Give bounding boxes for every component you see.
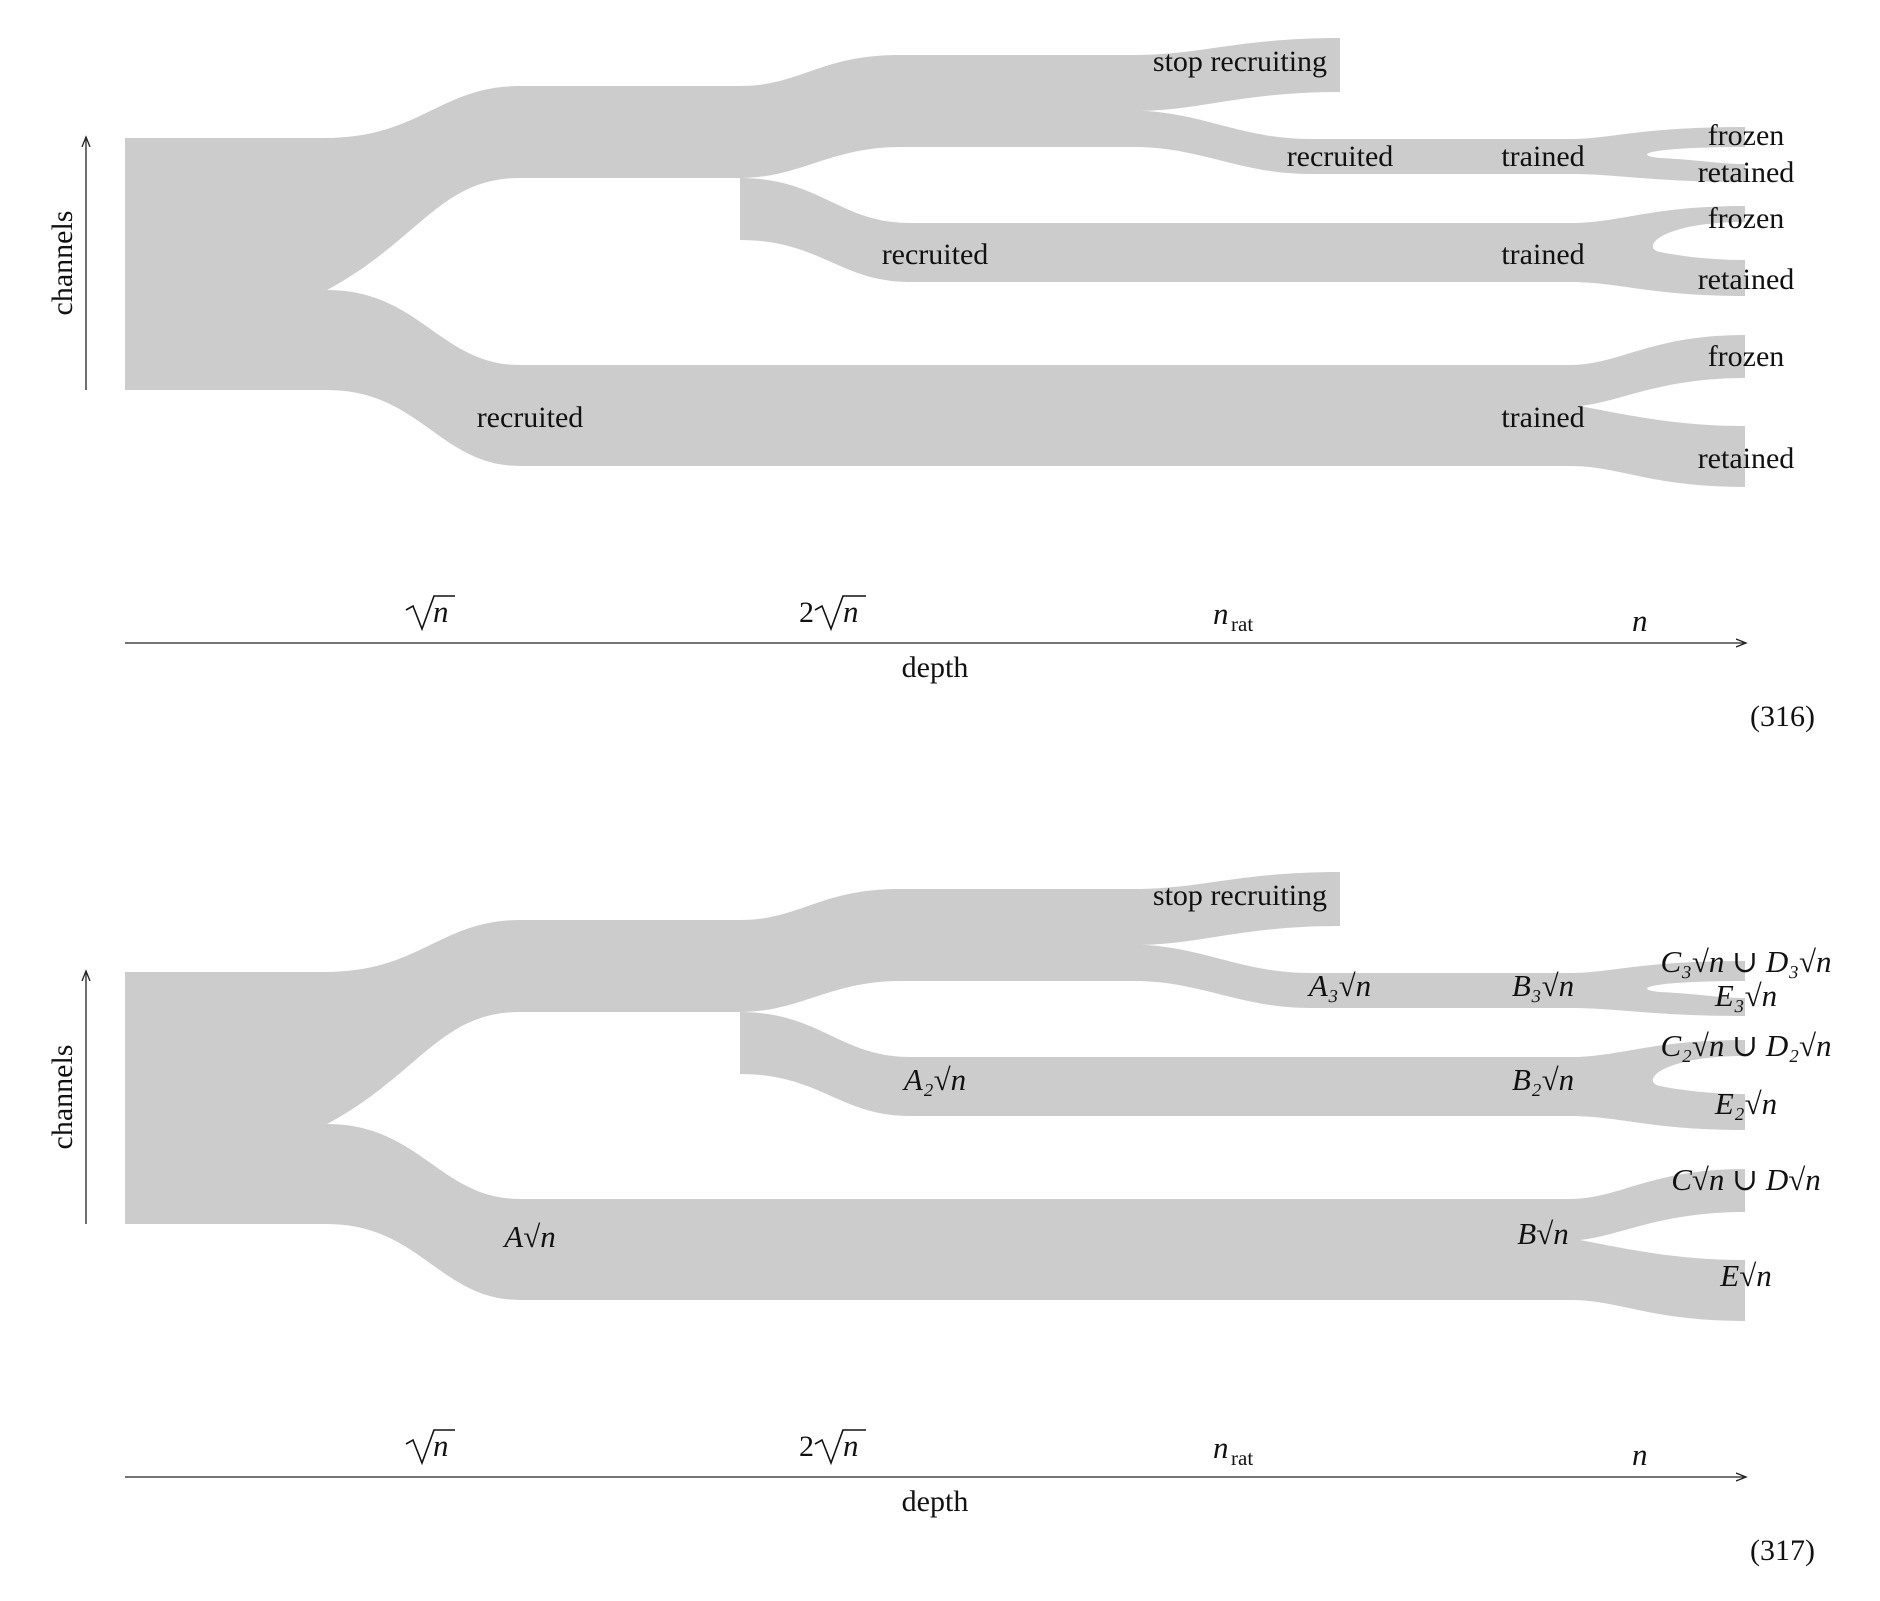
axes: channels depth bbox=[46, 971, 1746, 1518]
flow-bands bbox=[125, 38, 1745, 487]
label-trained-mid: trained bbox=[1501, 238, 1584, 271]
tick-n-rat: n rat bbox=[1213, 596, 1253, 636]
flow-bands bbox=[125, 872, 1745, 1321]
tick-n: n bbox=[1632, 1437, 1648, 1472]
label-e1: E√n bbox=[1719, 1258, 1771, 1293]
label-retained-bottom: retained bbox=[1698, 442, 1795, 475]
tick-n: n bbox=[1632, 603, 1648, 638]
label-b2: B₂√n bbox=[1512, 1062, 1574, 1097]
flow-labels: stop recruiting A₃√n A₂√n A√n B₃√n B₂√n … bbox=[502, 879, 1831, 1293]
main-block bbox=[125, 972, 327, 1224]
svg-text:n: n bbox=[433, 594, 449, 629]
label-trained-bottom: trained bbox=[1501, 401, 1584, 434]
x-axis-label: depth bbox=[902, 651, 969, 684]
tick-n-rat: n rat bbox=[1213, 1430, 1253, 1470]
svg-text:n: n bbox=[843, 594, 859, 629]
stop-recruiting-branch bbox=[1135, 38, 1340, 111]
tick-two-sqrt-n: 2 n bbox=[799, 594, 866, 632]
svg-text:n: n bbox=[433, 1428, 449, 1463]
label-recruited-mid: recruited bbox=[882, 238, 989, 271]
figure-317: channels depth n 2 n n rat n stop recrui… bbox=[46, 872, 1832, 1567]
recruited-top-band bbox=[1135, 111, 1745, 182]
label-retained-mid: retained bbox=[1698, 263, 1795, 296]
figure-316: channels depth n 2 n n rat n stop recrui… bbox=[46, 38, 1815, 733]
tick-n-rat-sub: rat bbox=[1231, 612, 1253, 636]
upper-flow-band bbox=[325, 889, 1230, 1124]
recruited-mid-band bbox=[740, 178, 1745, 296]
main-block bbox=[125, 138, 327, 390]
svg-text:2: 2 bbox=[799, 1430, 814, 1463]
tick-sqrt-n: n bbox=[405, 1428, 455, 1466]
label-stop-recruiting: stop recruiting bbox=[1153, 45, 1327, 78]
depth-ticks: n 2 n n rat n bbox=[405, 594, 1648, 638]
tick-sqrt-n: n bbox=[405, 594, 455, 632]
label-e3: E₃√n bbox=[1714, 978, 1777, 1013]
flow-labels: stop recruiting recruited recruited recr… bbox=[477, 45, 1795, 475]
y-axis-label: channels bbox=[46, 1045, 79, 1150]
label-frozen-mid: frozen bbox=[1708, 202, 1785, 235]
equation-number-316: (316) bbox=[1750, 700, 1815, 733]
label-cd1: C√n ∪ D√n bbox=[1671, 1162, 1821, 1197]
a1-band bbox=[327, 1124, 1745, 1321]
tick-n-rat-sub: rat bbox=[1231, 1446, 1253, 1470]
tick-n-rat-base: n bbox=[1213, 596, 1229, 631]
label-b1: B√n bbox=[1517, 1216, 1568, 1251]
tick-two-sqrt-n: 2 n bbox=[799, 1428, 866, 1466]
tick-n-rat-base: n bbox=[1213, 1430, 1229, 1465]
label-e2: E₂√n bbox=[1714, 1086, 1777, 1121]
depth-ticks: n 2 n n rat n bbox=[405, 1428, 1648, 1472]
label-frozen-top: frozen bbox=[1708, 119, 1785, 152]
stop-recruiting-branch bbox=[1135, 872, 1340, 945]
label-recruited-top: recruited bbox=[1287, 140, 1394, 173]
label-stop-recruiting: stop recruiting bbox=[1153, 879, 1327, 912]
label-frozen-bottom: frozen bbox=[1708, 340, 1785, 373]
equation-number-317: (317) bbox=[1750, 1534, 1815, 1567]
axes: channels depth bbox=[46, 137, 1746, 684]
a2-band bbox=[740, 1012, 1745, 1130]
label-retained-top: retained bbox=[1698, 156, 1795, 189]
label-recruited-bottom: recruited bbox=[477, 401, 584, 434]
label-b3: B₃√n bbox=[1512, 968, 1574, 1003]
label-a3: A₃√n bbox=[1307, 968, 1371, 1003]
a3-band bbox=[1135, 945, 1745, 1016]
svg-text:2: 2 bbox=[799, 596, 814, 629]
label-a2: A₂√n bbox=[902, 1062, 966, 1097]
x-axis-label: depth bbox=[902, 1485, 969, 1518]
label-cd3: C₃√n ∪ D₃√n bbox=[1660, 944, 1831, 979]
label-a1: A√n bbox=[502, 1219, 555, 1254]
label-trained-top: trained bbox=[1501, 140, 1584, 173]
y-axis-label: channels bbox=[46, 211, 79, 316]
label-cd2: C₂√n ∪ D₂√n bbox=[1660, 1028, 1831, 1063]
upper-flow-band bbox=[325, 55, 1230, 290]
recruited-bottom-band bbox=[327, 290, 1745, 487]
svg-text:n: n bbox=[843, 1428, 859, 1463]
